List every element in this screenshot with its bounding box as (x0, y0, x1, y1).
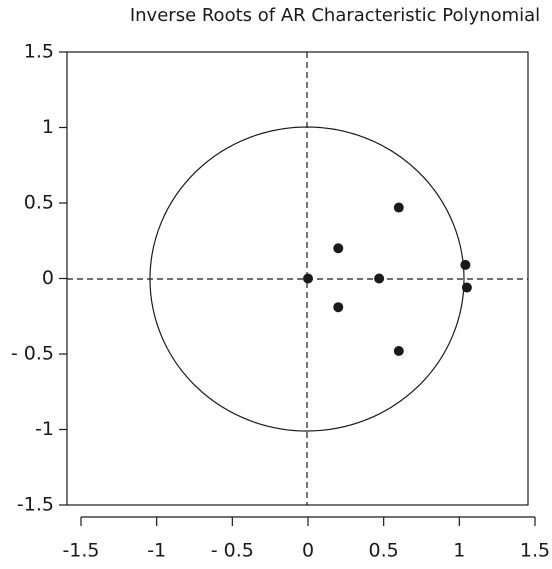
chart-title: Inverse Roots of AR Characteristic Polyn… (130, 5, 540, 26)
point (461, 282, 472, 293)
point (333, 302, 344, 313)
x-tick-label: 1 (453, 540, 465, 562)
point (460, 259, 471, 270)
point (303, 273, 313, 284)
x-tick-label: - 0.5 (211, 540, 254, 562)
y-tick-label: -1 (35, 418, 54, 440)
y-tick-label: 0 (42, 267, 54, 289)
y-tick-label: 1 (42, 116, 54, 138)
y-tick-label: - 0.5 (11, 343, 54, 365)
y-tick-label: -1.5 (17, 494, 54, 516)
point (393, 202, 404, 213)
point (393, 345, 404, 356)
y-tick-label: 0.5 (24, 192, 54, 214)
x-tick-label: -1.5 (62, 540, 99, 562)
point (374, 273, 385, 284)
x-tick-label: 1.5 (520, 540, 550, 562)
x-tick-label: 0.5 (369, 540, 399, 562)
y-tick-label: 1.5 (24, 41, 54, 63)
x-tick-label: -1 (147, 540, 166, 562)
x-tick-label: 0 (302, 540, 314, 562)
point (333, 243, 344, 254)
